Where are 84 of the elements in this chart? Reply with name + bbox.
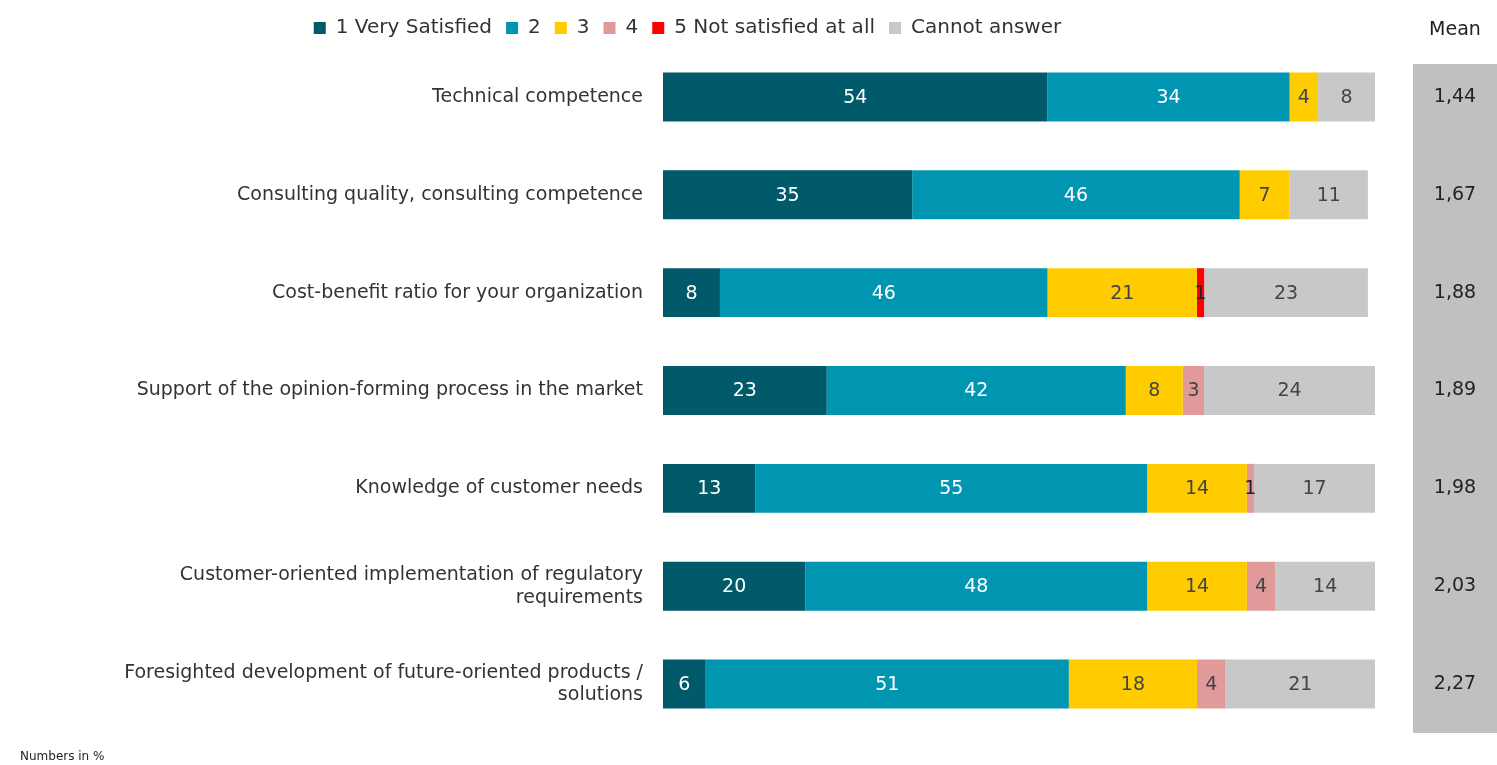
data-label: 46 [1063, 182, 1089, 205]
data-label: 23 [1273, 280, 1299, 303]
bar [1253, 463, 1375, 513]
bar [1289, 170, 1368, 220]
data-label: 17 [1302, 476, 1327, 499]
legend-label: 2 [528, 14, 541, 39]
text: 1,98 [1433, 475, 1477, 498]
bar [1197, 659, 1226, 709]
data-label: 35 [775, 182, 800, 205]
data-label: 7 [1258, 182, 1271, 205]
y-tick-label: Consulting quality, consulting competence [237, 181, 643, 204]
bar [663, 72, 1048, 122]
bar [826, 366, 1126, 415]
bar [1289, 72, 1319, 122]
data-label: 23 [732, 378, 757, 401]
data-label: 42 [964, 378, 989, 401]
text: 1,89 [1433, 377, 1477, 400]
data-label: 4 [1297, 84, 1310, 107]
bar [1318, 72, 1375, 122]
legend-label: 1 Very Satisfied [335, 14, 493, 39]
data-label: 14 [1184, 476, 1210, 499]
data-label: 8 [685, 280, 698, 303]
bar [663, 268, 720, 318]
data-label: 14 [1184, 574, 1210, 597]
bar [912, 170, 1240, 220]
text: 1,88 [1433, 279, 1477, 302]
bar [705, 659, 1069, 709]
data-label: 4 [1205, 672, 1218, 695]
data-label: 8 [1340, 84, 1353, 107]
y-tick-label: Knowledge of customer needs [355, 475, 643, 498]
bar [719, 268, 1048, 318]
bar [1246, 561, 1276, 611]
legend-label: Cannot answer [910, 14, 1063, 39]
data-label: 55 [939, 476, 964, 499]
data-label: 14 [1313, 574, 1338, 597]
bar [1239, 170, 1290, 220]
bar [1147, 561, 1247, 611]
text: 2,27 [1433, 671, 1477, 694]
text: 2,03 [1433, 573, 1477, 596]
y-tick-label: Technical competence [431, 83, 643, 106]
bar [1204, 366, 1375, 415]
y-tick-label: Cost-benefit ratio for your organization [272, 279, 643, 302]
data-label: 3 [1187, 378, 1200, 401]
legend-label: 5 Not satisfied at all [674, 14, 875, 39]
data-label: 34 [1156, 84, 1181, 107]
data-label: 21 [1110, 280, 1135, 303]
data-label: 51 [875, 672, 900, 695]
legend-label: 4 [625, 14, 639, 39]
data-label: 54 [843, 84, 868, 107]
data-label: 48 [964, 574, 989, 597]
bar [663, 463, 756, 513]
bar [663, 659, 706, 709]
y-tick-label: Support of the opinion-forming process in the market [136, 377, 643, 400]
data-label: 11 [1316, 182, 1341, 205]
bar [1047, 72, 1290, 122]
data-label: 4 [1255, 574, 1268, 597]
text: 1,67 [1433, 181, 1477, 204]
bar [1047, 268, 1197, 318]
bar [663, 170, 913, 220]
bar [1068, 659, 1197, 709]
bar [1182, 366, 1205, 415]
data-label: 13 [697, 476, 722, 499]
text: 1,44 [1433, 83, 1477, 106]
data-label: 20 [722, 574, 747, 597]
y-tick-label: Foresighted development of future-oriented products / solutions [124, 659, 644, 705]
y-tick-label: Customer-oriented implementation of regulatory requirements [179, 561, 643, 607]
bar [1204, 268, 1368, 318]
data-label: 21 [1288, 672, 1313, 695]
data-label: 6 [678, 672, 691, 695]
bar [1125, 366, 1183, 415]
text: Mean [1429, 16, 1481, 39]
bar [755, 463, 1148, 513]
bar [1275, 561, 1375, 611]
data-label: 24 [1277, 378, 1302, 401]
data-label: 8 [1148, 378, 1161, 401]
bar [663, 366, 827, 415]
data-label: 46 [871, 280, 896, 303]
bar [663, 561, 806, 611]
legend-label: 3 [576, 14, 590, 39]
bar [805, 561, 1148, 611]
data-label: 18 [1120, 672, 1146, 695]
bar [1147, 463, 1247, 513]
bar [1225, 659, 1375, 709]
text: Numbers in % [20, 749, 105, 764]
